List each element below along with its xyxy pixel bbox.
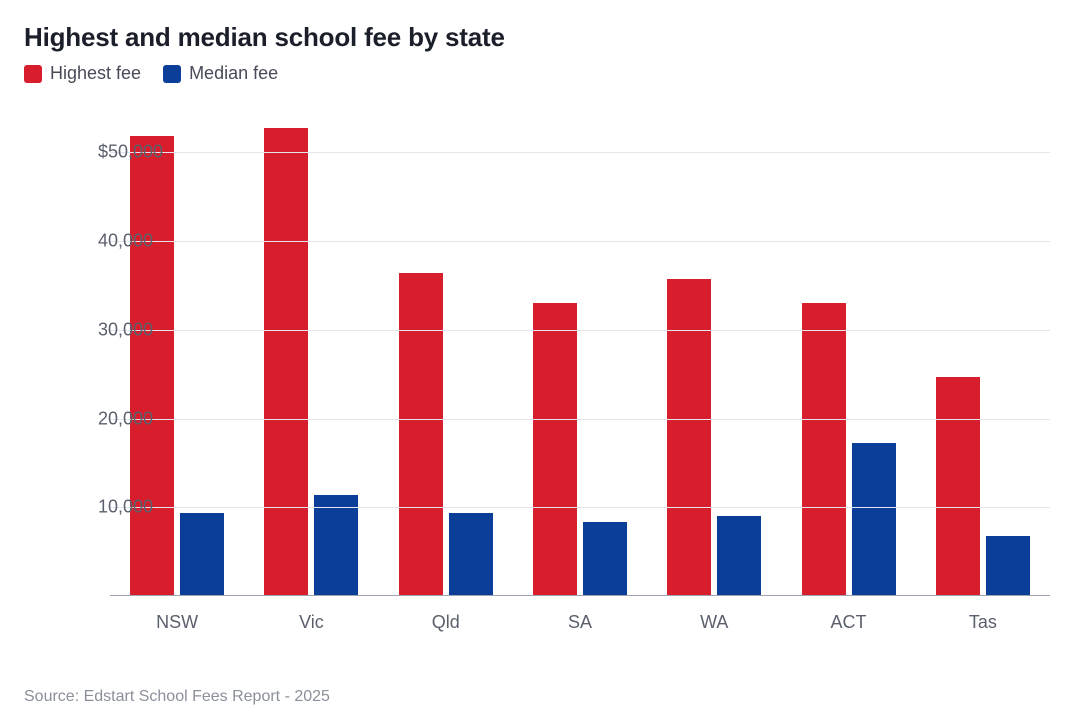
legend-item-highest: Highest fee bbox=[24, 63, 141, 84]
x-tick-label: Qld bbox=[379, 602, 513, 638]
grid-line bbox=[110, 507, 1050, 508]
bar-highest bbox=[399, 273, 443, 596]
x-tick-label: NSW bbox=[110, 602, 244, 638]
bar-highest bbox=[130, 136, 174, 596]
bar-median bbox=[449, 513, 493, 596]
grid-line bbox=[110, 241, 1050, 242]
bar-median bbox=[314, 495, 358, 596]
x-tick-label: Vic bbox=[244, 602, 378, 638]
grid-line bbox=[110, 419, 1050, 420]
grid-line bbox=[110, 152, 1050, 153]
chart-container: Highest and median school fee by state H… bbox=[0, 0, 1080, 726]
chart-legend: Highest fee Median fee bbox=[24, 63, 1056, 84]
legend-label-highest: Highest fee bbox=[50, 63, 141, 84]
legend-item-median: Median fee bbox=[163, 63, 278, 84]
bar-highest bbox=[802, 303, 846, 596]
bar-group bbox=[647, 108, 781, 596]
x-tick-label: WA bbox=[647, 602, 781, 638]
bar-highest bbox=[264, 128, 308, 596]
legend-label-median: Median fee bbox=[189, 63, 278, 84]
legend-swatch-highest bbox=[24, 65, 42, 83]
chart-area: $50,00040,00030,00020,00010,000 NSWVicQl… bbox=[24, 98, 1054, 638]
bar-median bbox=[583, 522, 627, 596]
bar-group bbox=[916, 108, 1050, 596]
bar-group bbox=[781, 108, 915, 596]
bar-groups bbox=[110, 108, 1050, 596]
bar-group bbox=[244, 108, 378, 596]
x-tick-label: ACT bbox=[781, 602, 915, 638]
x-tick-label: Tas bbox=[916, 602, 1050, 638]
x-tick-label: SA bbox=[513, 602, 647, 638]
bar-median bbox=[986, 536, 1030, 596]
source-text: Source: Edstart School Fees Report - 202… bbox=[24, 688, 330, 706]
legend-swatch-median bbox=[163, 65, 181, 83]
bar-highest bbox=[667, 279, 711, 596]
plot-area: $50,00040,00030,00020,00010,000 bbox=[110, 108, 1050, 596]
bar-highest bbox=[533, 303, 577, 596]
x-axis-labels: NSWVicQldSAWAACTTas bbox=[110, 602, 1050, 638]
chart-title: Highest and median school fee by state bbox=[24, 22, 1056, 53]
bar-group bbox=[379, 108, 513, 596]
bar-median bbox=[717, 516, 761, 596]
axis-baseline bbox=[110, 595, 1050, 596]
bar-median bbox=[180, 513, 224, 596]
grid-line bbox=[110, 330, 1050, 331]
bar-median bbox=[852, 443, 896, 596]
bar-group bbox=[110, 108, 244, 596]
bar-group bbox=[513, 108, 647, 596]
bar-highest bbox=[936, 377, 980, 596]
